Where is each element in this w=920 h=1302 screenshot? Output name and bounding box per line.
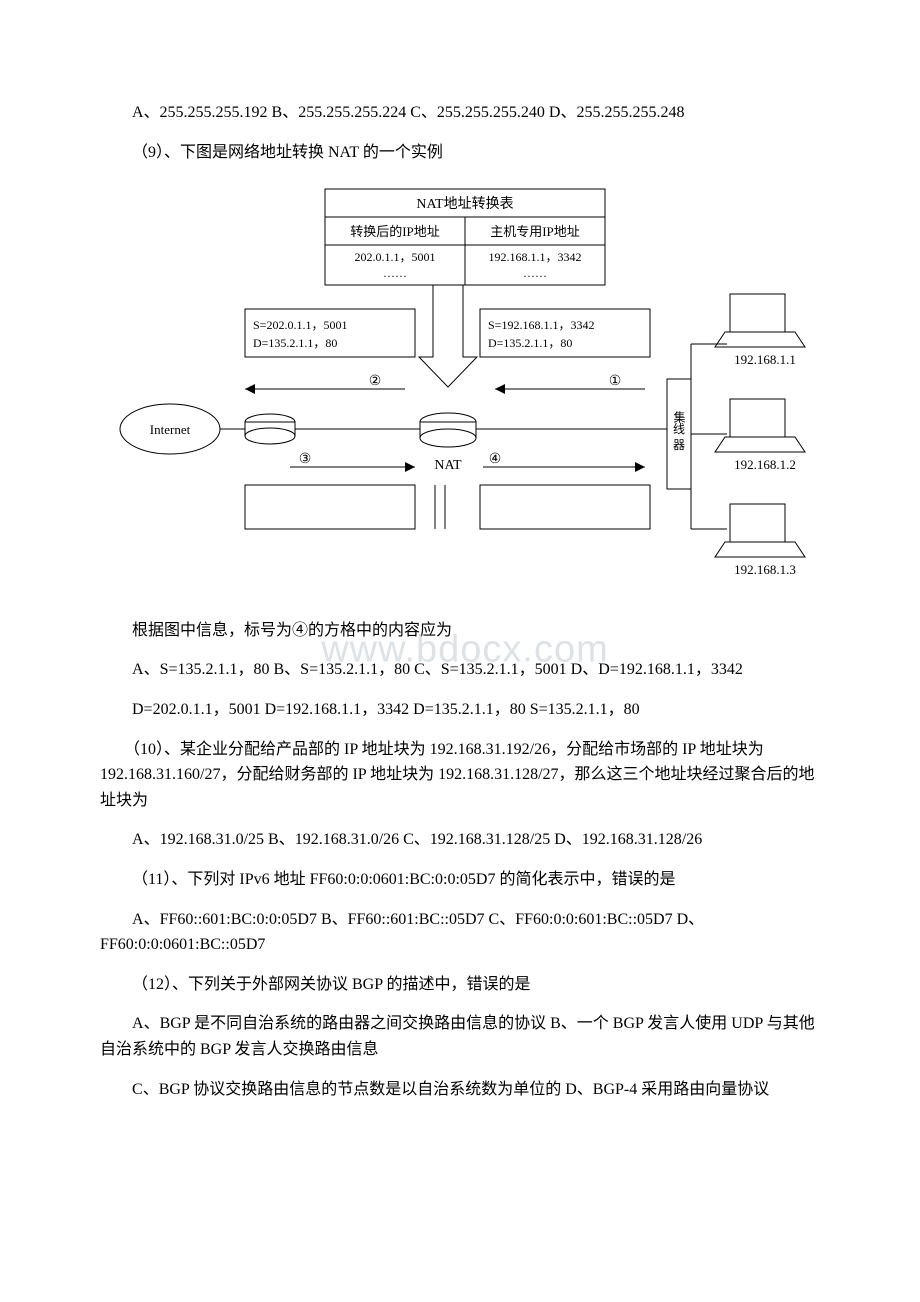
q9-opts-line1: A、S=135.2.1.1，80 B、S=135.2.1.1，80 C、S=13… — [100, 657, 830, 683]
nat-svg: NAT地址转换表 转换后的IP地址 主机专用IP地址 202.0.1.1，500… — [115, 179, 815, 579]
packet-left-l1: S=202.0.1.1，5001 — [253, 318, 347, 332]
q11-opts: A、FF60::601:BC:0:0:05D7 B、FF60::601:BC::… — [100, 907, 830, 958]
row1-col1: 202.0.1.1，5001 — [354, 250, 435, 264]
q9-opts-line2: D=202.0.1.1，5001 D=192.168.1.1，3342 D=13… — [100, 697, 830, 723]
q10-stem: （10）、某企业分配给产品部的 IP 地址块为 192.168.31.192/2… — [100, 737, 830, 814]
circ-1: ① — [609, 374, 622, 389]
empty-box-left — [245, 485, 415, 529]
row1-col2: 192.168.1.1，3342 — [488, 250, 581, 264]
host-3 — [691, 489, 805, 557]
table-title: NAT地址转换表 — [416, 195, 513, 212]
q10-opts-text: A、192.168.31.0/25 B、192.168.31.0/26 C、19… — [132, 831, 702, 848]
q10-opts: A、192.168.31.0/25 B、192.168.31.0/26 C、19… — [100, 827, 830, 853]
ellipsis-1: …… — [383, 266, 407, 280]
watermark-region: 根据图中信息，标号为④的方格中的内容应为 A、S=135.2.1.1，80 B、… — [100, 618, 830, 683]
nat-label: NAT — [434, 458, 462, 473]
packet-left-l2: D=135.2.1.1，80 — [253, 336, 337, 350]
circ-2: ② — [369, 374, 382, 389]
host1-label: 192.168.1.1 — [734, 352, 796, 367]
q12-opt-cd: C、BGP 协议交换路由信息的节点数是以自治系统数为单位的 D、BGP-4 采用… — [100, 1077, 830, 1103]
hub-label-1: 集 — [672, 410, 686, 423]
q12-opt-cd-text: C、BGP 协议交换路由信息的节点数是以自治系统数为单位的 D、BGP-4 采用… — [132, 1081, 769, 1098]
q10-stem-text: （10）、某企业分配给产品部的 IP 地址块为 192.168.31.192/2… — [100, 741, 815, 809]
empty-box-right — [480, 485, 650, 529]
hub-label-2: 线 — [673, 422, 685, 436]
big-arrow-down — [419, 285, 477, 387]
q9-opts-line1-text: A、S=135.2.1.1，80 B、S=135.2.1.1，80 C、S=13… — [132, 661, 743, 678]
nat-diagram: NAT地址转换表 转换后的IP地址 主机专用IP地址 202.0.1.1，500… — [115, 179, 815, 588]
nat-router — [420, 413, 476, 447]
ellipsis-2: …… — [523, 266, 547, 280]
q11-stem: （11）、下列对 IPv6 地址 FF60:0:0:0601:BC:0:0:05… — [100, 867, 830, 893]
q9-after: 根据图中信息，标号为④的方格中的内容应为 — [100, 618, 830, 644]
host-2 — [691, 399, 805, 452]
host2-label: 192.168.1.2 — [734, 457, 796, 472]
host3-label: 192.168.1.3 — [734, 562, 796, 577]
q8-options: A、255.255.255.192 B、255.255.255.224 C、25… — [100, 100, 830, 126]
circ-4: ④ — [489, 452, 502, 467]
q9-stem: （9）、下图是网络地址转换 NAT 的一个实例 — [100, 140, 830, 166]
packet-right-l2: D=135.2.1.1，80 — [488, 336, 572, 350]
q12-opt-ab-text: A、BGP 是不同自治系统的路由器之间交换路由信息的协议 B、一个 BGP 发言… — [100, 1015, 815, 1058]
q12-stem: （12）、下列关于外部网关协议 BGP 的描述中，错误的是 — [100, 972, 830, 998]
q12-opt-ab: A、BGP 是不同自治系统的路由器之间交换路由信息的协议 B、一个 BGP 发言… — [100, 1011, 830, 1062]
internet-label: Internet — [150, 422, 191, 437]
circ-3: ③ — [299, 452, 312, 467]
nat-table: NAT地址转换表 转换后的IP地址 主机专用IP地址 202.0.1.1，500… — [325, 189, 605, 285]
page-body: A、255.255.255.192 B、255.255.255.224 C、25… — [0, 0, 920, 1216]
q11-opts-text: A、FF60::601:BC:0:0:05D7 B、FF60::601:BC::… — [100, 911, 704, 954]
packet-right-l1: S=192.168.1.1，3342 — [488, 318, 594, 332]
col1-header: 转换后的IP地址 — [350, 224, 440, 239]
col2-header: 主机专用IP地址 — [490, 224, 580, 239]
hub-label-3: 器 — [673, 438, 685, 452]
left-router — [245, 414, 295, 444]
host-1 — [691, 294, 805, 389]
